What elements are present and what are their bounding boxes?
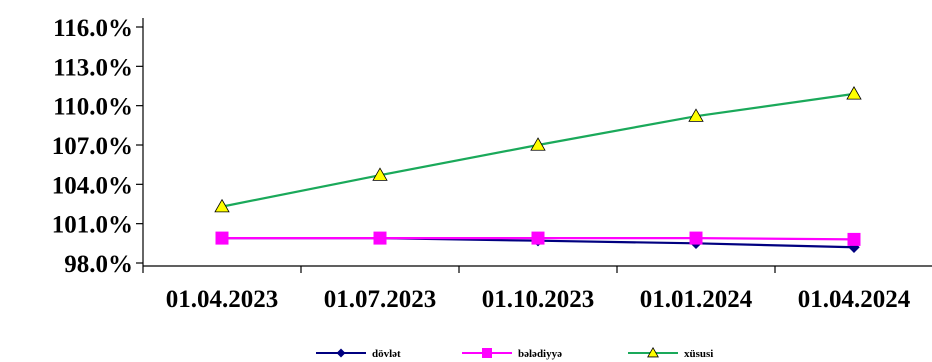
legend-label: xüsusi — [684, 348, 713, 360]
legend-item: dövlət — [316, 348, 401, 360]
series-3 — [214, 86, 862, 213]
data-point-marker — [846, 86, 862, 100]
data-point-marker — [530, 137, 546, 151]
legend-swatch-marker — [482, 348, 492, 358]
legend-item: xüsusi — [628, 346, 713, 360]
data-point-marker — [215, 231, 229, 245]
data-point-marker — [688, 108, 704, 122]
legend-label: bələdiyyə — [518, 348, 562, 360]
data-point-marker — [214, 198, 230, 213]
legend-label: dövlət — [372, 348, 401, 360]
y-tick-label: 104.0% — [52, 172, 133, 199]
series-2 — [215, 231, 861, 246]
y-tick-label: 107.0% — [52, 133, 133, 160]
x-tick-label: 01.07.2023 — [324, 286, 437, 313]
x-tick-label: 01.10.2023 — [482, 286, 595, 313]
legend: dövlət bələdiyyə xüsusi — [316, 346, 713, 360]
y-tick-label: 113.0% — [53, 54, 133, 81]
y-tick-label: 116.0% — [53, 15, 133, 42]
series-layer — [214, 86, 862, 253]
y-tick-label: 110.0% — [53, 94, 133, 121]
y-tick-label: 98.0% — [64, 251, 133, 278]
legend-swatch-marker — [336, 348, 346, 358]
data-point-marker — [689, 231, 703, 245]
x-tick-label: 01.04.2024 — [798, 286, 911, 313]
x-axis-ticks: 01.04.2023 01.07.2023 01.10.2023 01.01.2024… — [142, 266, 911, 313]
data-point-marker — [372, 167, 388, 181]
legend-item: bələdiyyə — [462, 348, 562, 360]
data-point-marker — [373, 231, 387, 245]
data-point-marker — [531, 231, 545, 245]
axes — [142, 18, 932, 267]
x-tick-label: 01.04.2023 — [166, 286, 279, 313]
legend-swatch-marker — [647, 346, 659, 358]
y-tick-label: 101.0% — [52, 212, 133, 239]
x-tick-label: 01.01.2024 — [640, 286, 753, 313]
data-point-marker — [847, 232, 861, 246]
y-axis-ticks: 98.0% 101.0% 104.0% 107.0% 110.0% 113.0% 116.0… — [52, 15, 143, 278]
